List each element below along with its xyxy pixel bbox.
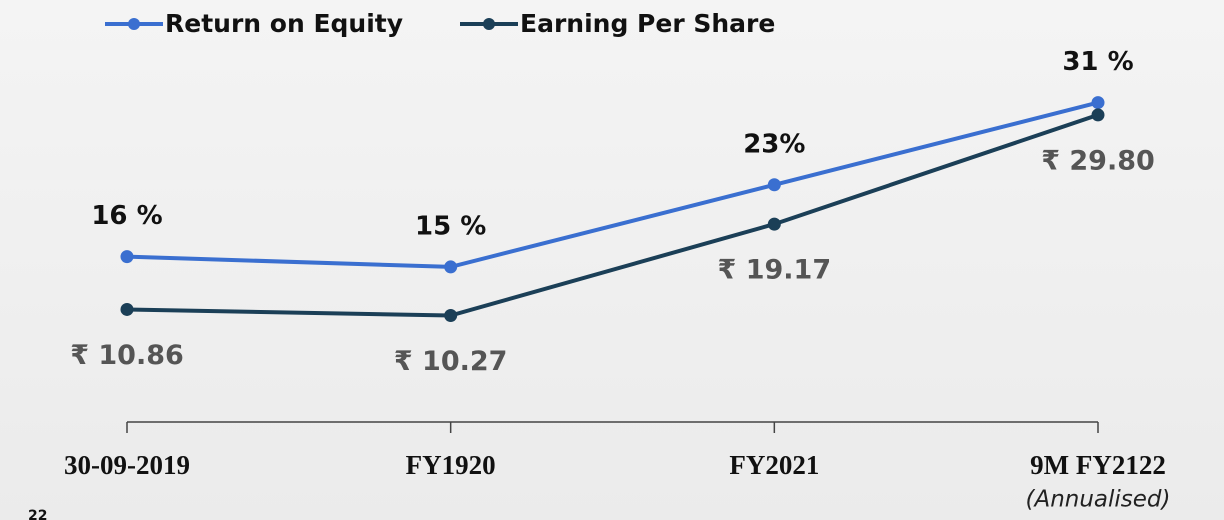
data-label: ₹ 10.27: [394, 346, 508, 377]
x-tick-label: 30-09-2019: [64, 450, 190, 480]
category-note: (Annualised): [1025, 487, 1170, 513]
x-tick-label: 9M FY2122: [1030, 450, 1166, 480]
data-label: 23%: [743, 129, 805, 159]
data-label: ₹ 29.80: [1041, 145, 1155, 176]
data-point: [120, 302, 134, 316]
data-point: [767, 217, 781, 231]
series-line: [126, 113, 1099, 318]
data-label: 16 %: [91, 201, 162, 231]
legend-label: Return on Equity: [165, 9, 403, 38]
data-point: [120, 250, 134, 264]
legend-marker: [483, 18, 495, 30]
legend-label: Earning Per Share: [520, 9, 775, 38]
series-line: [126, 100, 1099, 269]
data-point: [1091, 96, 1105, 110]
data-point: [444, 260, 458, 274]
data-label: 31 %: [1062, 47, 1133, 77]
data-point: [767, 178, 781, 192]
data-label: ₹ 19.17: [718, 255, 832, 286]
data-label: 15 %: [415, 211, 486, 241]
data-label: ₹ 10.86: [70, 340, 184, 371]
x-tick-label: FY2021: [729, 450, 819, 480]
data-point: [444, 309, 458, 323]
data-point: [1091, 108, 1105, 122]
x-tick-label: FY1920: [406, 450, 496, 480]
page-number: 22: [28, 508, 47, 520]
legend-marker: [128, 18, 140, 30]
